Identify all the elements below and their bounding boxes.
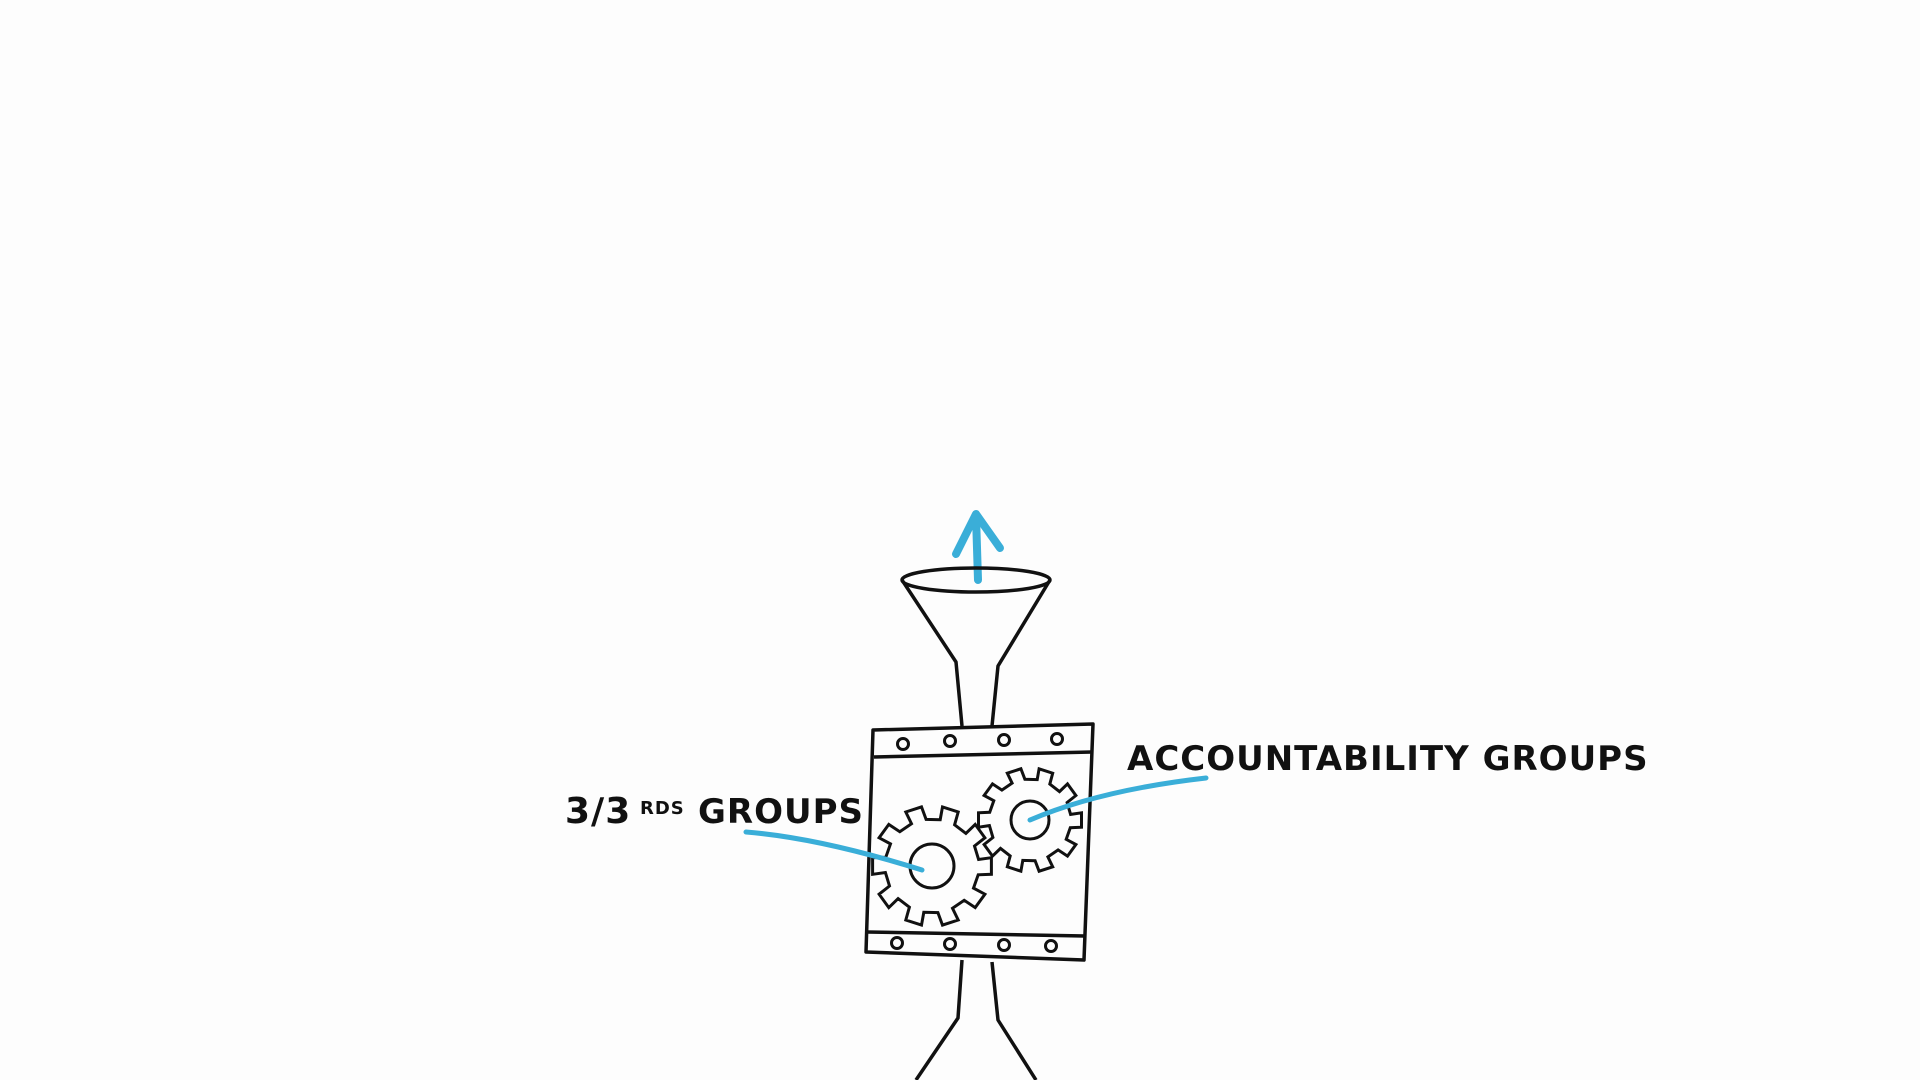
- bottom-funnel-icon: [914, 959, 1038, 1080]
- large-gear-icon: [871, 804, 993, 928]
- right-leader-line: [1027, 775, 1209, 823]
- left-leader-line: [743, 829, 925, 873]
- rivets-top: [896, 732, 1064, 751]
- left-label-superscript: RDS: [640, 798, 685, 819]
- left-label-suffix: GROUPS: [698, 792, 864, 832]
- up-arrow-icon: [952, 510, 1004, 584]
- right-label: ACCOUNTABILITY GROUPS: [1127, 739, 1649, 779]
- left-label-main: 3/3: [565, 791, 631, 832]
- small-gear-icon: [977, 766, 1083, 874]
- machine-box: [864, 722, 1095, 962]
- rivets-bottom: [890, 936, 1058, 953]
- top-funnel-icon: [900, 566, 1052, 727]
- gear-outline: [977, 766, 1083, 874]
- gear-outline: [871, 804, 993, 928]
